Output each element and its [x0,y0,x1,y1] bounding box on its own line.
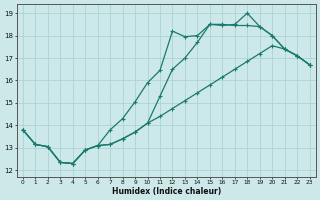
X-axis label: Humidex (Indice chaleur): Humidex (Indice chaleur) [112,187,221,196]
